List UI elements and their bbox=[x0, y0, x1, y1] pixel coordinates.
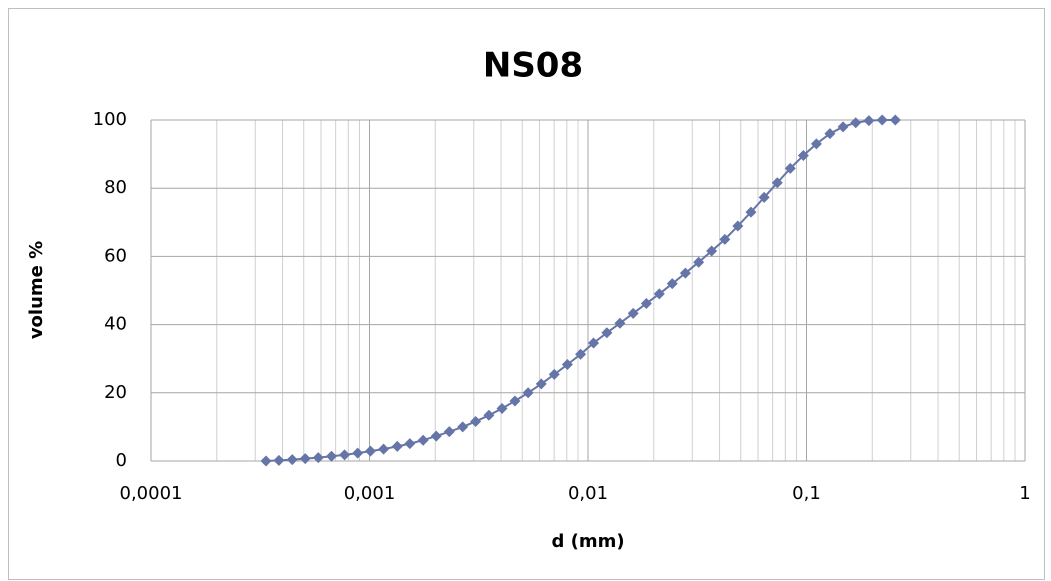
data-point bbox=[758, 191, 770, 203]
data-point bbox=[889, 114, 901, 126]
data-point bbox=[378, 443, 390, 455]
data-point bbox=[693, 256, 705, 268]
data-point bbox=[588, 337, 600, 349]
data-point bbox=[364, 445, 376, 457]
x-tick-label: 1 bbox=[1019, 483, 1030, 504]
data-point bbox=[535, 378, 547, 390]
data-point bbox=[850, 117, 862, 129]
x-tick-label: 0,0001 bbox=[120, 483, 183, 504]
data-point bbox=[417, 434, 429, 446]
data-point bbox=[286, 454, 298, 466]
data-point bbox=[548, 368, 560, 380]
data-point bbox=[509, 395, 521, 407]
data-point bbox=[679, 267, 691, 279]
data-point bbox=[797, 149, 809, 161]
data-point bbox=[260, 455, 272, 467]
data-point bbox=[653, 288, 665, 300]
data-point bbox=[837, 121, 849, 133]
data-point bbox=[863, 115, 875, 127]
data-point bbox=[339, 449, 351, 461]
data-point bbox=[273, 454, 285, 466]
data-point bbox=[561, 358, 573, 370]
data-point bbox=[824, 128, 836, 140]
x-tick-label: 0,001 bbox=[344, 483, 396, 504]
y-tick-label: 100 bbox=[93, 109, 127, 130]
data-point bbox=[614, 317, 626, 329]
data-point bbox=[575, 348, 587, 360]
data-point bbox=[601, 327, 613, 339]
data-point bbox=[706, 245, 718, 257]
data-point bbox=[443, 426, 455, 438]
data-point bbox=[325, 450, 337, 462]
data-point bbox=[732, 220, 744, 232]
x-tick-label: 0,1 bbox=[792, 483, 821, 504]
data-point bbox=[810, 138, 822, 150]
y-tick-label: 20 bbox=[104, 382, 127, 403]
data-point bbox=[391, 440, 403, 452]
data-point bbox=[876, 114, 888, 126]
data-point bbox=[483, 409, 495, 421]
data-point bbox=[719, 233, 731, 245]
chart-title: NS08 bbox=[483, 46, 583, 86]
data-point bbox=[430, 430, 442, 442]
data-point bbox=[299, 453, 311, 465]
y-tick-label: 80 bbox=[104, 177, 127, 198]
y-tick-label: 60 bbox=[104, 245, 127, 266]
x-axis-label: d (mm) bbox=[551, 531, 624, 552]
data-point bbox=[522, 387, 534, 399]
data-point bbox=[312, 452, 324, 464]
y-tick-label: 40 bbox=[104, 314, 127, 335]
data-point bbox=[627, 307, 639, 319]
data-point bbox=[771, 177, 783, 189]
data-point bbox=[745, 206, 757, 218]
data-point bbox=[352, 447, 364, 459]
y-tick-label: 0 bbox=[116, 450, 127, 471]
data-point bbox=[470, 415, 482, 427]
data-point bbox=[404, 438, 416, 450]
data-point bbox=[457, 421, 469, 433]
y-axis-label: volume % bbox=[26, 241, 47, 339]
data-point bbox=[666, 278, 678, 290]
data-point bbox=[496, 402, 508, 414]
data-point bbox=[784, 162, 796, 174]
x-tick-label: 0,01 bbox=[568, 483, 608, 504]
data-point bbox=[640, 297, 652, 309]
